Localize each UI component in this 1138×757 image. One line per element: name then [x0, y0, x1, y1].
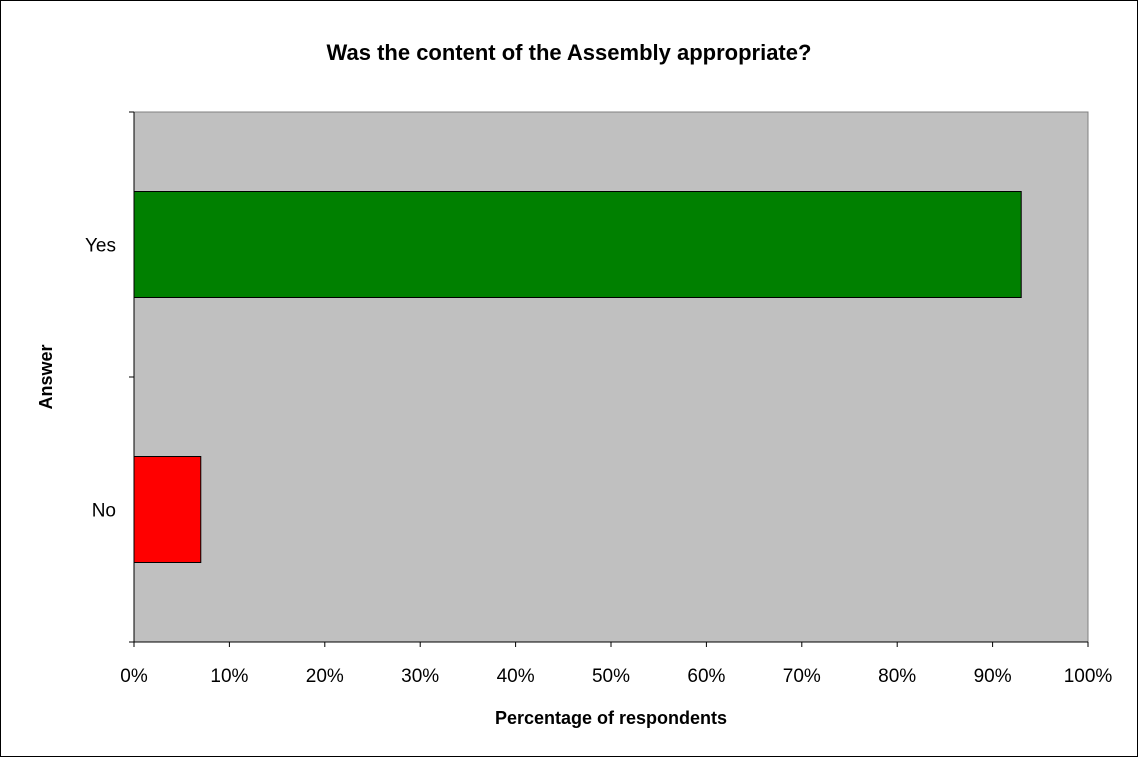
- bar-no: [133, 456, 202, 563]
- x-tick-label: 100%: [1064, 666, 1113, 687]
- y-axis-title: Answer: [36, 344, 56, 409]
- x-tick-label: 0%: [120, 666, 148, 687]
- y-tick-label-yes: Yes: [85, 236, 116, 257]
- x-axis-title: Percentage of respondents: [495, 708, 727, 728]
- chart-title: Was the content of the Assembly appropri…: [327, 40, 812, 65]
- bars-group: [133, 191, 1022, 563]
- x-tick-label: 90%: [974, 666, 1012, 687]
- x-tick-label: 30%: [401, 666, 439, 687]
- axes-group: [129, 111, 1089, 647]
- y-tick-label-no: No: [92, 501, 116, 522]
- x-tick-label: 80%: [878, 666, 916, 687]
- y-tick-labels: No Yes: [85, 236, 116, 522]
- bar-yes: [133, 191, 1022, 298]
- x-tick-label: 70%: [783, 666, 821, 687]
- x-tick-label: 50%: [592, 666, 630, 687]
- x-tick-label: 60%: [687, 666, 725, 687]
- x-tick-label: 20%: [306, 666, 344, 687]
- x-tick-labels: 0% 10% 20% 30% 40% 50% 60% 70% 80% 90% 100%: [120, 666, 1112, 687]
- x-tick-label: 40%: [497, 666, 535, 687]
- x-tick-label: 10%: [210, 666, 248, 687]
